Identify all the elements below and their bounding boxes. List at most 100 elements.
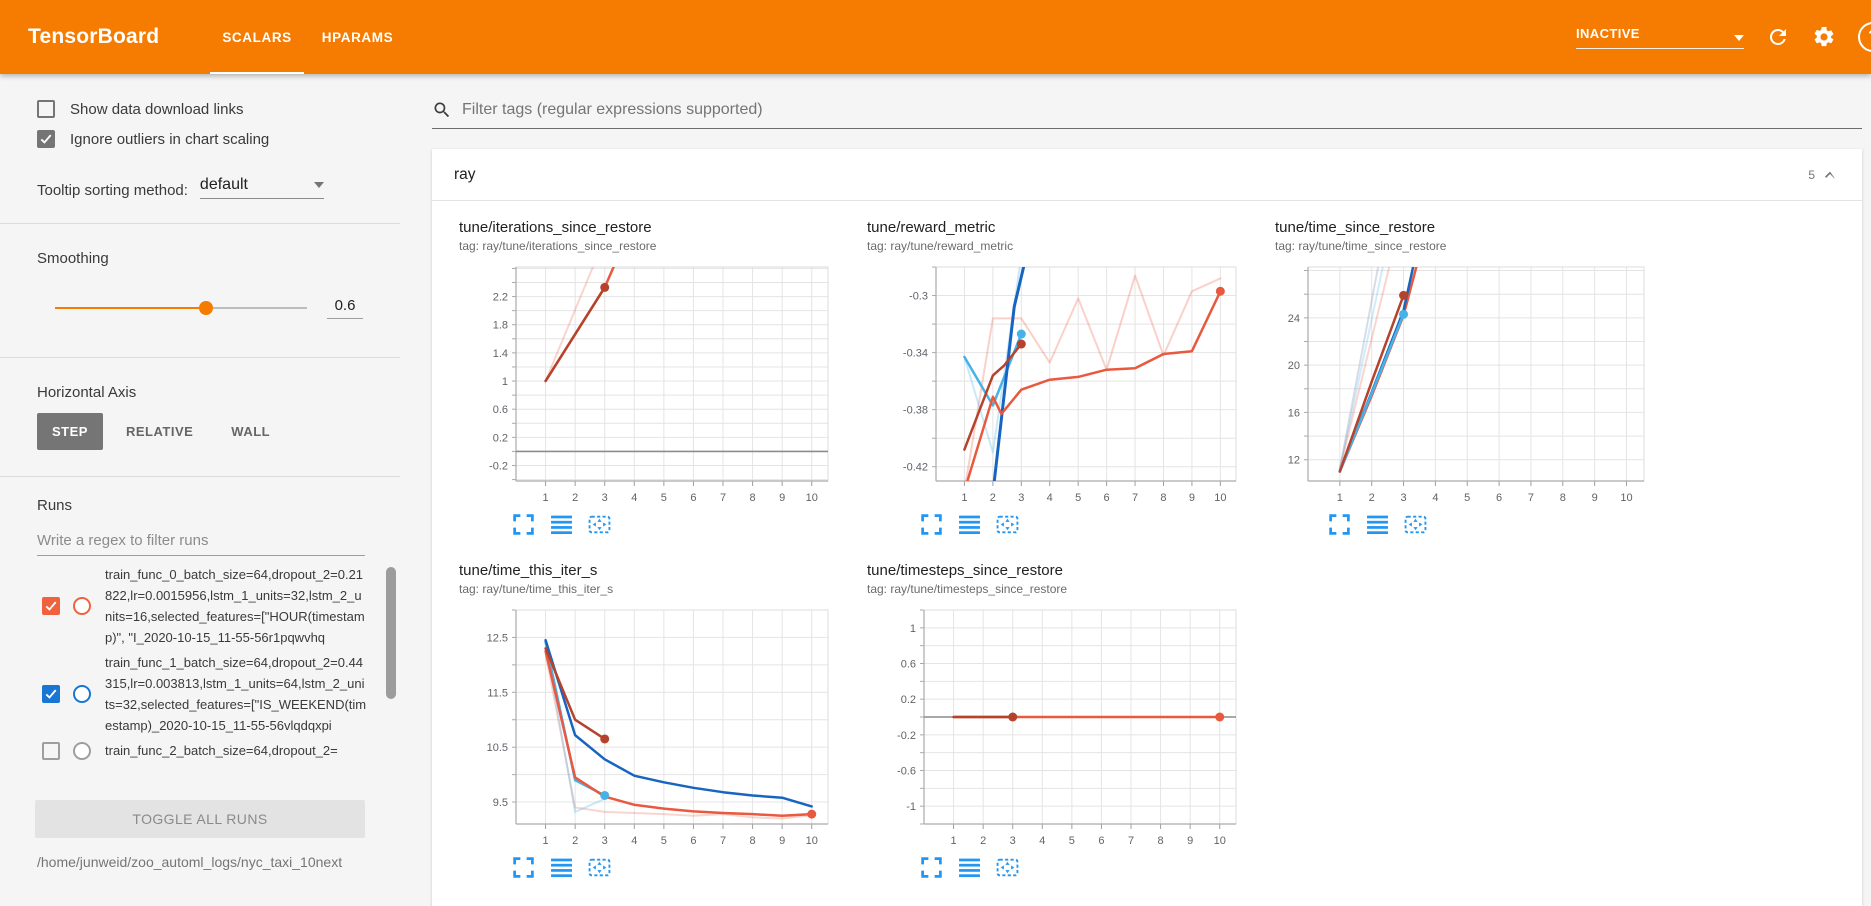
fit-domain-icon[interactable] <box>588 856 611 879</box>
axis-mode-wall[interactable]: WALL <box>216 413 285 450</box>
scalar-chart: tune/time_this_iter_s tag: ray/tune/time_… <box>448 562 856 879</box>
run-list-item[interactable]: train_func_0_batch_size=64,dropout_2=0.2… <box>37 564 367 648</box>
chart-plot[interactable]: -0.42 -0.38 -0.34 -0.3 1 2 3 4 5 6 7 8 9 10 <box>856 263 1246 511</box>
checkbox-box <box>37 100 55 118</box>
tab-hparams[interactable]: HPARAMS <box>321 29 394 45</box>
series-line-run0-raw <box>1338 267 1391 471</box>
series-end-dot-run-darkred-smoothed <box>1008 712 1018 722</box>
refresh-icon[interactable] <box>1766 25 1790 49</box>
svg-text:8: 8 <box>750 492 756 504</box>
sidebar: Show data download links Ignore outliers … <box>0 74 400 906</box>
expand-chart-icon[interactable] <box>1328 513 1351 536</box>
series-line-run0-raw <box>544 652 813 820</box>
show-download-links-checkbox[interactable]: Show data download links <box>37 100 367 118</box>
axis-mode-relative[interactable]: RELATIVE <box>111 413 208 450</box>
svg-text:2: 2 <box>990 492 996 504</box>
help-icon[interactable]: ? <box>1858 22 1871 52</box>
smoothing-slider[interactable] <box>55 301 307 315</box>
expand-chart-icon[interactable] <box>512 513 535 536</box>
svg-text:1.4: 1.4 <box>493 348 508 360</box>
svg-text:-0.38: -0.38 <box>903 405 928 417</box>
run-status-dropdown[interactable]: INACTIVE <box>1576 26 1744 49</box>
run-color-circle[interactable] <box>73 597 91 615</box>
runs-list: train_func_0_batch_size=64,dropout_2=0.2… <box>0 564 400 798</box>
svg-text:4: 4 <box>631 835 637 847</box>
runs-list-icon[interactable] <box>958 513 981 536</box>
run-checkbox[interactable] <box>42 685 60 703</box>
expand-chart-icon[interactable] <box>920 856 943 879</box>
svg-text:0.6: 0.6 <box>493 404 508 416</box>
svg-text:5: 5 <box>661 835 667 847</box>
series-line-run0-smoothed <box>966 290 1222 481</box>
checkbox-label: Ignore outliers in chart scaling <box>70 130 270 148</box>
chevron-up-icon[interactable] <box>1820 165 1840 185</box>
svg-text:1: 1 <box>910 623 916 635</box>
tag-filter-input[interactable]: Filter tags (regular expressions support… <box>432 100 1862 129</box>
runs-list-icon[interactable] <box>958 856 981 879</box>
svg-text:10: 10 <box>806 492 818 504</box>
axis-mode-step[interactable]: STEP <box>37 413 103 450</box>
runs-filter-input[interactable]: Write a regex to filter runs <box>37 532 365 556</box>
tag-filter-placeholder: Filter tags (regular expressions support… <box>462 101 763 118</box>
runs-list-icon[interactable] <box>550 513 573 536</box>
svg-text:7: 7 <box>720 835 726 847</box>
settings-icon[interactable] <box>1812 25 1836 49</box>
fit-domain-icon[interactable] <box>1404 513 1427 536</box>
svg-text:7: 7 <box>720 492 726 504</box>
svg-text:2: 2 <box>572 492 578 504</box>
run-checkbox[interactable] <box>42 741 60 760</box>
tag-group-header[interactable]: ray 5 <box>432 149 1862 201</box>
svg-text:4: 4 <box>1039 835 1045 847</box>
tab-scalars[interactable]: SCALARS <box>207 0 306 74</box>
log-directory-path: /home/junweid/zoo_automl_logs/nyc_taxi_1… <box>37 854 343 870</box>
smoothing-row: 0.6 <box>0 297 400 319</box>
run-checkbox[interactable] <box>42 597 60 615</box>
chart-tag-subtitle: tag: ray/tune/iterations_since_restore <box>459 239 657 253</box>
smoothing-value[interactable]: 0.6 <box>327 297 363 319</box>
runs-list-icon[interactable] <box>550 856 573 879</box>
fit-domain-icon[interactable] <box>588 513 611 536</box>
svg-text:7: 7 <box>1528 492 1534 504</box>
series-line-run0-raw <box>965 274 1222 481</box>
run-color-circle[interactable] <box>73 741 91 760</box>
tag-group-meta: 5 <box>1808 165 1840 185</box>
tag-group-name: ray <box>454 165 476 183</box>
scalar-chart: tune/time_since_restore tag: ray/tune/tim… <box>1264 219 1672 536</box>
svg-text:1: 1 <box>502 376 508 388</box>
toggle-all-runs-button[interactable]: TOGGLE ALL RUNS <box>35 800 365 838</box>
runs-label: Runs <box>37 497 73 514</box>
series-line-run1-smoothed <box>544 638 813 808</box>
expand-chart-icon[interactable] <box>920 513 943 536</box>
series-line-run-lavender-raw <box>1338 267 1380 471</box>
chart-toolbar <box>512 856 856 879</box>
slider-thumb[interactable] <box>199 301 214 315</box>
runs-list-icon[interactable] <box>1366 513 1389 536</box>
tooltip-sorting-dropdown[interactable]: default <box>199 176 324 199</box>
chart-plot[interactable]: 9.5 10.5 11.5 12.5 1 2 3 4 5 6 7 8 9 10 <box>448 606 838 854</box>
series-end-dot-run-darkred-smoothed <box>1016 339 1026 349</box>
svg-text:1: 1 <box>961 492 967 504</box>
svg-text:-1: -1 <box>906 801 916 813</box>
sidebar-scrollbar[interactable] <box>386 567 396 699</box>
svg-text:6: 6 <box>1104 492 1110 504</box>
svg-text:-0.3: -0.3 <box>909 291 928 303</box>
chart-tag-subtitle: tag: ray/tune/reward_metric <box>867 239 1014 253</box>
fit-domain-icon[interactable] <box>996 513 1019 536</box>
smoothing-label: Smoothing <box>37 250 109 267</box>
expand-chart-icon[interactable] <box>512 856 535 879</box>
fit-domain-icon[interactable] <box>996 856 1019 879</box>
run-color-circle[interactable] <box>73 685 91 703</box>
run-name: train_func_2_batch_size=64,dropout_2= <box>105 743 338 758</box>
series-line-run1-smoothed <box>992 267 1026 481</box>
svg-text:7: 7 <box>1128 835 1134 847</box>
chart-plot[interactable]: -1 -0.6 -0.2 0.2 0.6 1 1 2 3 4 5 6 7 8 9 10 <box>856 606 1246 854</box>
ignore-outliers-checkbox[interactable]: Ignore outliers in chart scaling <box>37 130 367 148</box>
svg-text:12.5: 12.5 <box>487 632 508 644</box>
run-list-item[interactable]: train_func_1_batch_size=64,dropout_2=0.4… <box>37 652 367 736</box>
chart-plot[interactable]: -0.2 0.2 0.6 1 1.4 1.8 2.2 1 2 3 4 5 6 7 8 9 10 <box>448 263 838 511</box>
horizontal-axis-label: Horizontal Axis <box>37 384 137 401</box>
run-list-item[interactable]: train_func_2_batch_size=64,dropout_2= <box>37 740 367 761</box>
series-line-run0-smoothed <box>544 649 813 818</box>
series-line-run-darkred-smoothed <box>963 342 1023 451</box>
